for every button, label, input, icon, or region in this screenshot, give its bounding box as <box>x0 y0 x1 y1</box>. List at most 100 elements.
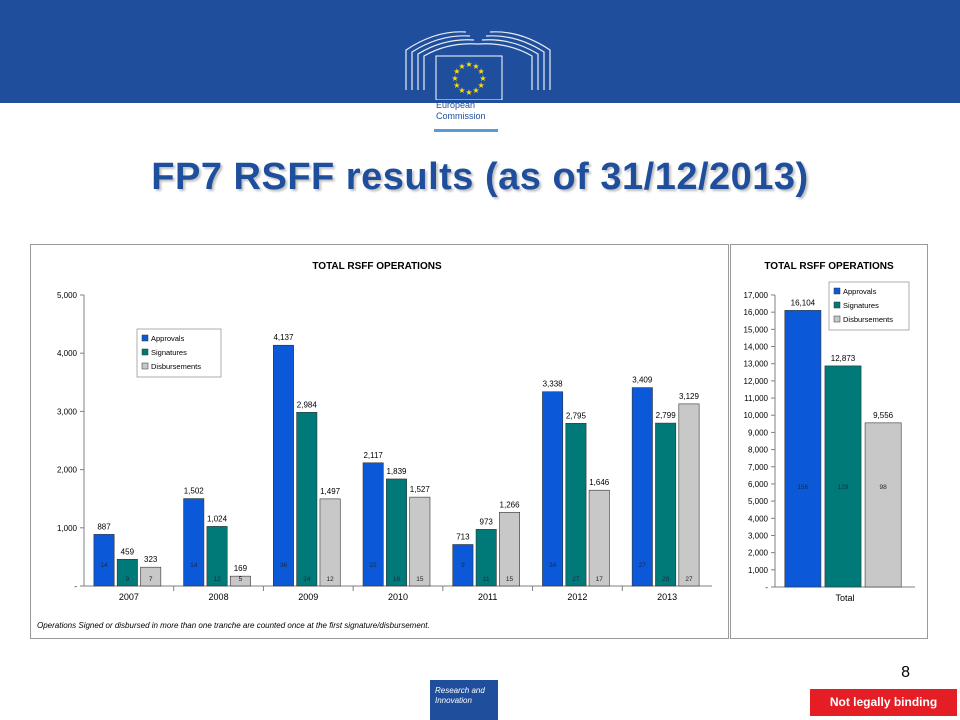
bar-count-label: 17 <box>596 576 604 583</box>
legend-label: Disbursements <box>843 315 893 324</box>
bar-value-label: 2,117 <box>363 451 383 460</box>
bar-disbursements-2010 <box>409 496 431 587</box>
bar-count-label: 34 <box>549 562 557 569</box>
bar-disbursements-2013 <box>678 403 700 587</box>
chart-legend: Approvals Signatures Disbursements <box>136 328 222 378</box>
chart-panel-total: TOTAL RSFF OPERATIONS - 1,000 2,000 3,000 4,0… <box>730 244 928 639</box>
bar-signatures-2009 <box>296 412 318 587</box>
x-tick-label: 2007 <box>119 592 139 602</box>
bar-count-label: 12 <box>326 576 334 583</box>
bar-value-label: 3,338 <box>543 380 564 389</box>
bar-count-label: 9 <box>461 562 465 569</box>
bar-value-label: 3,129 <box>679 392 700 401</box>
bar-count-label: 27 <box>685 576 693 583</box>
eu-star-icon: ★ <box>453 67 460 76</box>
eu-star-icon: ★ <box>458 86 465 95</box>
bar-signatures-2010 <box>386 478 407 587</box>
y-tick-label: 3,000 <box>57 407 78 416</box>
legend-box <box>828 281 910 331</box>
eu-star-icon: ★ <box>478 67 485 76</box>
bar-count-label: 12 <box>213 576 221 583</box>
bar-signatures-2012 <box>565 423 587 587</box>
y-tick-label: 8,000 <box>748 446 769 455</box>
bar-approvals-Total <box>784 310 822 588</box>
bar-value-label: 9,556 <box>873 411 894 420</box>
y-tick-label: 7,000 <box>748 463 769 472</box>
bar-value-label: 1,497 <box>320 487 341 496</box>
legend-label: Signatures <box>151 348 187 357</box>
legend-label: Disbursements <box>151 362 201 371</box>
bar-count-label: 14 <box>190 562 198 569</box>
y-tick-label: 2,000 <box>57 466 78 475</box>
y-tick-label: 3,000 <box>748 531 769 540</box>
legend-swatch <box>833 315 841 323</box>
bar-value-label: 169 <box>234 564 248 573</box>
eu-star-icon: ★ <box>458 62 465 71</box>
legend-label: Approvals <box>843 287 877 296</box>
eu-star-icon: ★ <box>451 74 458 83</box>
x-tick-label: 2011 <box>478 592 497 602</box>
legend-swatch <box>141 348 149 356</box>
bar-value-label: 1,502 <box>184 487 205 496</box>
bar-count-label: 7 <box>149 576 153 583</box>
bar-signatures-2013 <box>655 422 677 587</box>
eu-star-icon: ★ <box>465 60 472 69</box>
y-tick-label: 2,000 <box>748 549 769 558</box>
x-tick-label: 2012 <box>567 592 587 602</box>
x-tick-label: Total <box>835 593 854 603</box>
bar-value-label: 3,409 <box>632 376 653 385</box>
bar-count-label: 156 <box>797 484 808 491</box>
y-tick-label: 1,000 <box>748 566 769 575</box>
chart-total-operations: TOTAL RSFF OPERATIONS - 1,000 2,000 3,000 4,0… <box>744 261 915 603</box>
bar-value-label: 16,104 <box>791 298 816 307</box>
bar-count-label: 22 <box>370 562 378 569</box>
bar-approvals-2011 <box>452 544 474 587</box>
y-tick-label: 5,000 <box>57 291 78 300</box>
bar-count-label: 24 <box>303 576 311 583</box>
bar-value-label: 713 <box>456 533 470 542</box>
bar-count-label: 27 <box>639 562 647 569</box>
bar-disbursements-2011 <box>499 512 521 587</box>
bar-approvals-2009 <box>272 344 294 587</box>
research-innovation-badge: Research and Innovation <box>430 680 498 720</box>
x-tick-label: 2008 <box>209 592 229 602</box>
bar-count-label: 27 <box>572 576 580 583</box>
bar-count-label: 98 <box>880 484 888 491</box>
european-commission-logo: ★ ★ ★ ★ ★ ★ ★ ★ ★ ★ ★ ★ European Commission <box>396 20 560 132</box>
page-number: 8 <box>901 664 910 681</box>
bar-count-label: 28 <box>662 576 670 583</box>
bar-disbursements-2007 <box>140 566 162 587</box>
bar-signatures-2008 <box>206 526 228 587</box>
not-legally-binding-badge: Not legally binding <box>810 689 957 716</box>
bar-count-label: 36 <box>280 562 288 569</box>
bar-value-label: 1,527 <box>410 485 431 494</box>
bar-disbursements-2008 <box>229 575 251 587</box>
eu-star-icon: ★ <box>465 88 472 97</box>
research-innovation-label: Research and Innovation <box>435 686 485 705</box>
bar-disbursements-Total <box>864 422 902 588</box>
bar-value-label: 1,646 <box>589 478 610 487</box>
bar-value-label: 1,024 <box>207 514 228 523</box>
bar-value-label: 973 <box>480 517 494 526</box>
bar-signatures-2007 <box>116 558 138 587</box>
eu-star-icon: ★ <box>472 62 479 71</box>
logo-line2: Commission <box>436 111 486 121</box>
y-tick-label: 10,000 <box>744 411 769 420</box>
chart-title: TOTAL RSFF OPERATIONS <box>764 261 894 272</box>
bar-count-label: 15 <box>416 576 424 583</box>
legend-swatch <box>833 301 841 309</box>
bar-value-label: 323 <box>144 555 158 564</box>
eu-star-icon: ★ <box>479 74 486 83</box>
eu-stars-icon: ★ ★★★★★★★★★★★ <box>451 60 486 97</box>
legend-label: Approvals <box>151 334 185 343</box>
bar-approvals-2012 <box>542 391 564 587</box>
bar-count-label: 15 <box>506 576 514 583</box>
bar-count-label: 129 <box>838 484 849 491</box>
x-tick-label: 2010 <box>388 592 408 602</box>
page-title: FP7 RSFF results (as of 31/12/2013) <box>151 156 809 198</box>
y-tick-label: 16,000 <box>744 308 769 317</box>
y-tick-label: - <box>74 582 77 591</box>
y-tick-label: 4,000 <box>57 349 78 358</box>
chart-legend: Approvals Signatures Disbursements <box>828 281 910 331</box>
legend-swatch <box>141 362 149 370</box>
